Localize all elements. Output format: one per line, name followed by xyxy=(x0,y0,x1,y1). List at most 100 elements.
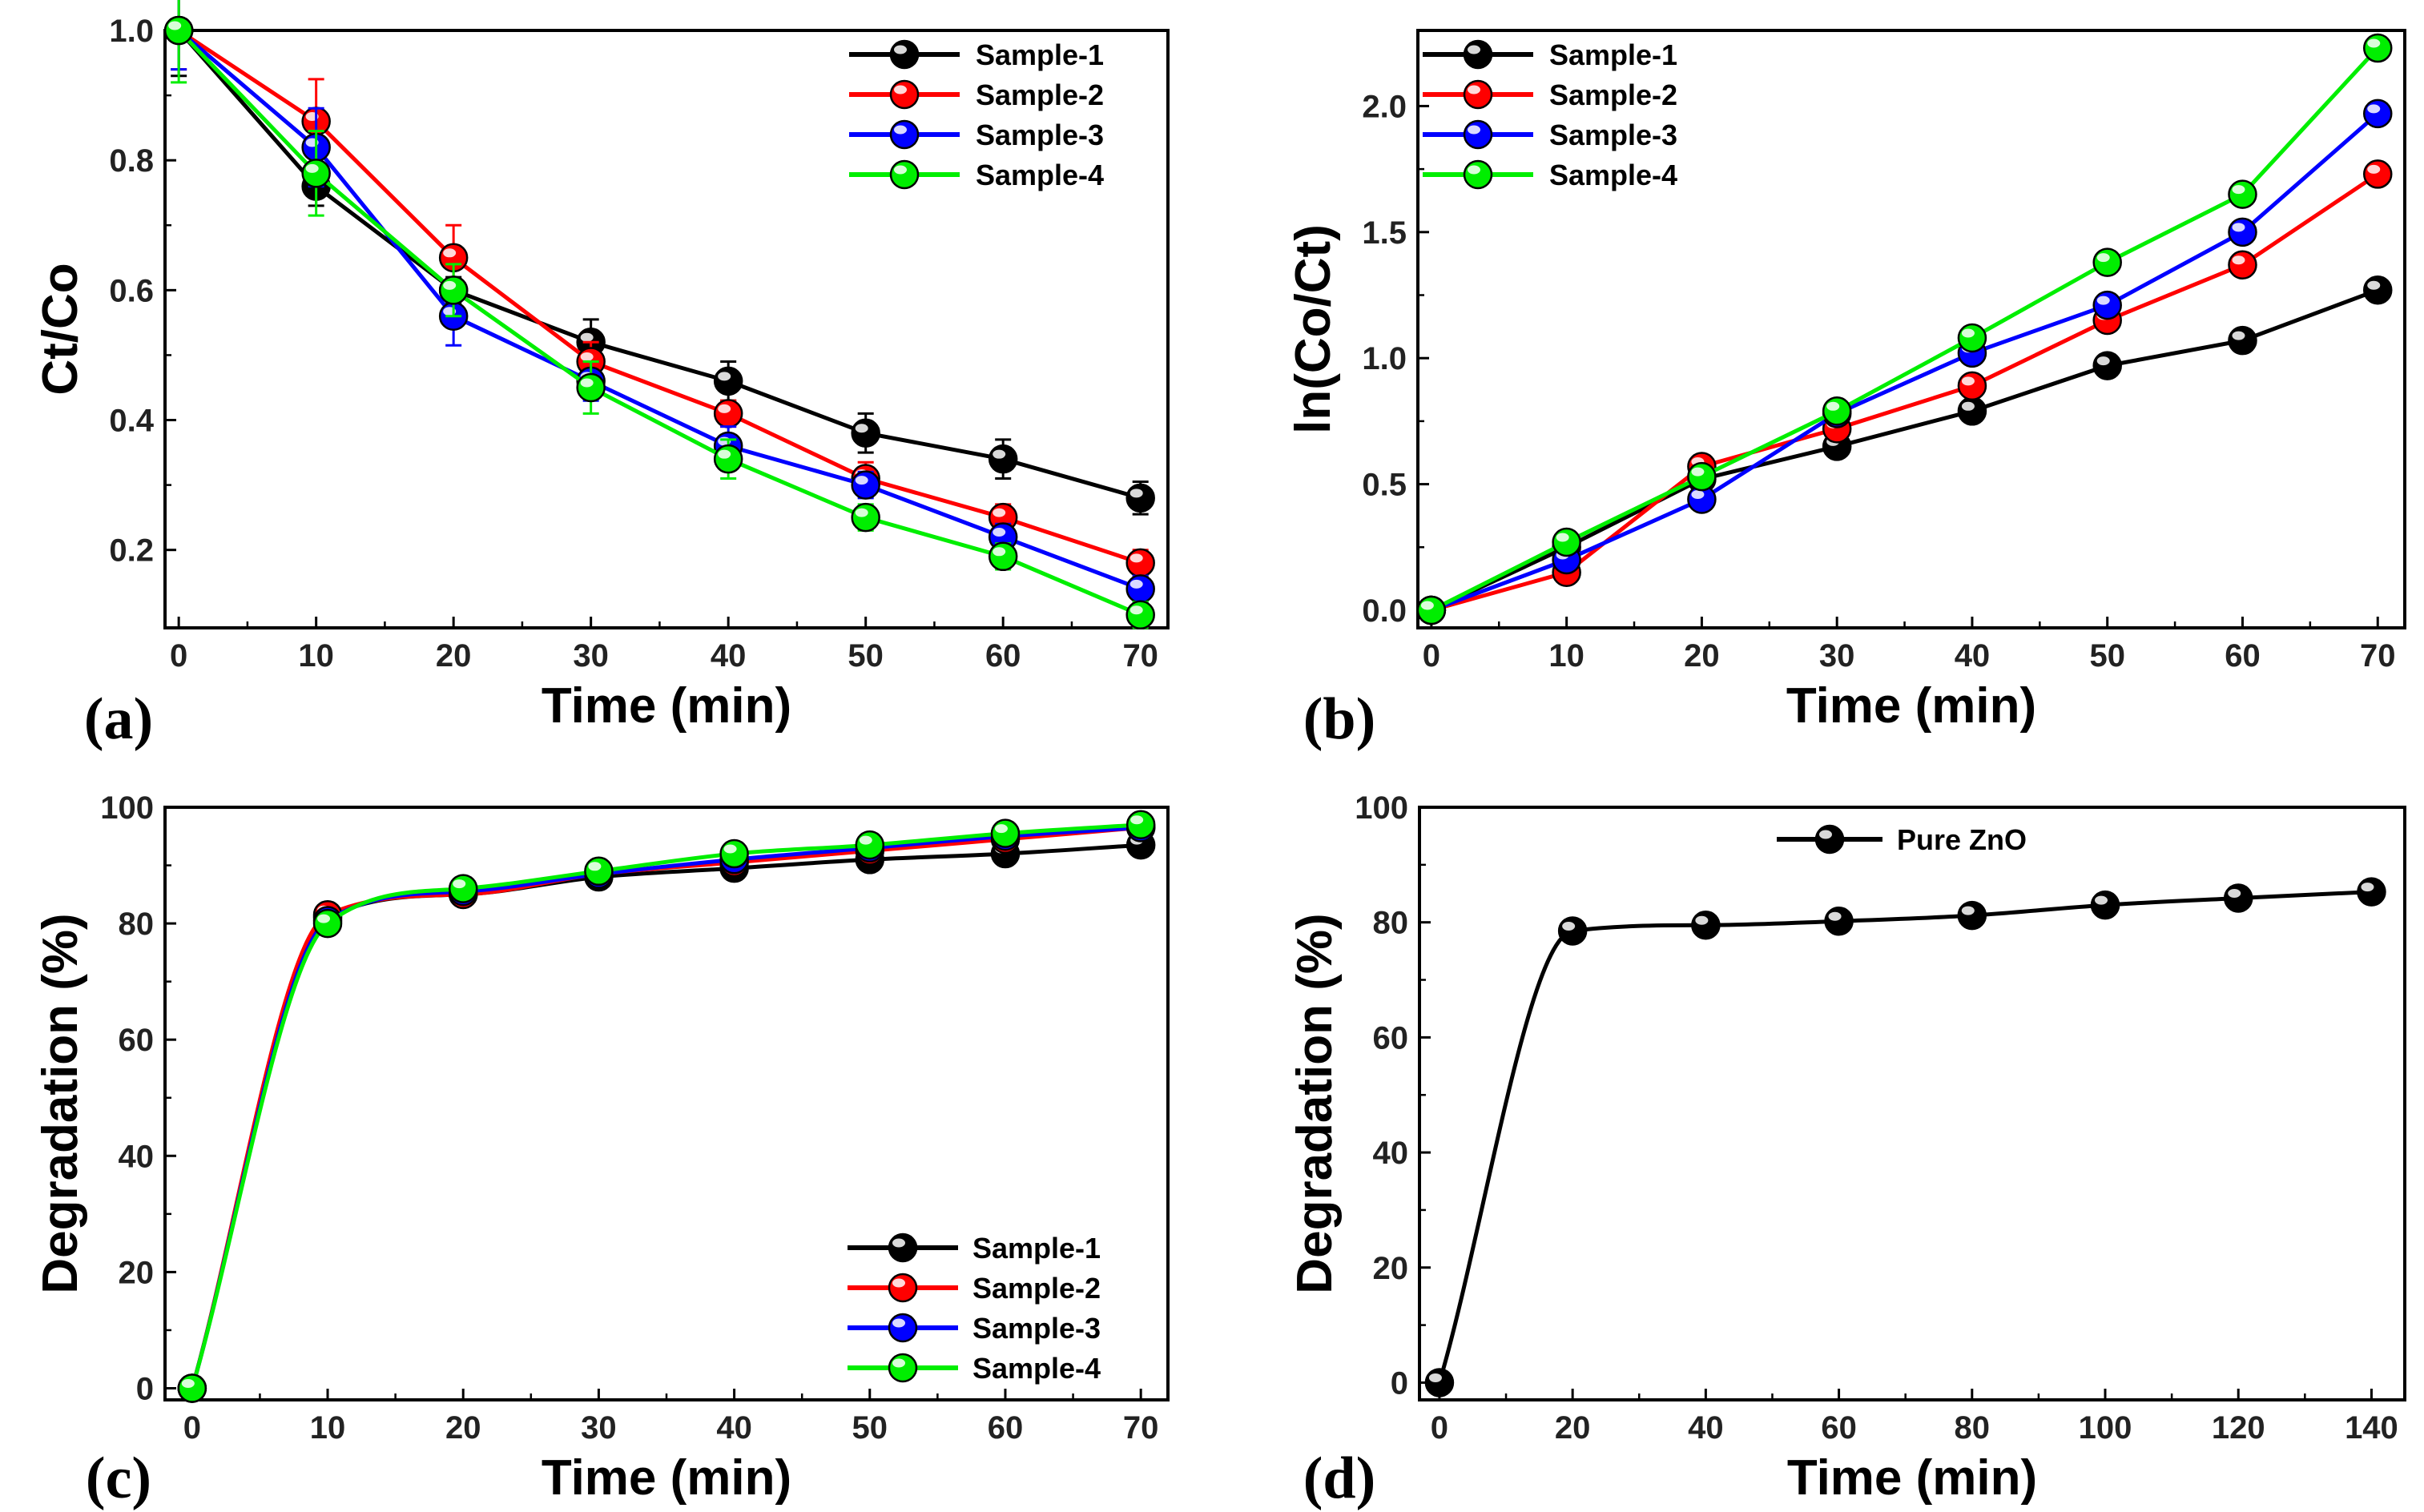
data-point xyxy=(1557,916,1588,946)
data-point xyxy=(1424,1368,1455,1397)
legend-item: Sample-3 xyxy=(1423,119,1677,151)
legend-item: Sample-2 xyxy=(849,78,1104,111)
data-point xyxy=(719,838,749,869)
legend-item: Pure ZnO xyxy=(1777,823,2027,856)
data-point xyxy=(1125,600,1155,630)
chart-panel-a: 0 10 20 30 40 50 60 70 0.2 0.4 0.6 0.8 1.0 Time (min)… xyxy=(33,0,1170,752)
x-tick-label: 20 xyxy=(445,1410,481,1446)
data-point xyxy=(855,830,885,860)
y-tick-label: 60 xyxy=(1373,1020,1409,1056)
x-tick-label: 30 xyxy=(1819,638,1855,674)
legend-label: Sample-4 xyxy=(1549,159,1677,191)
x-axis-title: Time (min) xyxy=(1786,678,2036,734)
data-point xyxy=(1416,595,1447,625)
legend-label: Sample-1 xyxy=(972,1232,1101,1265)
y-axis-title: Degradation (%) xyxy=(1287,913,1343,1293)
series-sample-4 xyxy=(177,810,1156,1403)
data-point xyxy=(2092,351,2122,380)
plot-frame xyxy=(1416,29,2406,629)
x-axis-title: Time (min) xyxy=(542,1450,791,1506)
chart-panel-b: 0 10 20 30 40 50 60 70 0.0 0.5 1.0 1.5 2.0 Time (min)… xyxy=(1286,29,2406,752)
legend-label: Sample-4 xyxy=(972,1352,1101,1385)
legend-label: Sample-3 xyxy=(972,1312,1101,1345)
legend: Sample-1 Sample-2 Sample-3 Sample-4 xyxy=(848,1232,1101,1385)
data-point xyxy=(2228,179,2257,209)
panel-tag: (a) xyxy=(84,686,153,752)
x-tick-label: 60 xyxy=(2225,638,2261,674)
legend-item: Sample-4 xyxy=(848,1352,1101,1385)
legend-item: Sample-3 xyxy=(849,119,1104,151)
legend: Sample-1 Sample-2 Sample-3 Sample-4 xyxy=(849,38,1104,191)
data-point xyxy=(851,418,880,448)
data-point xyxy=(584,856,614,887)
series-line xyxy=(177,29,1142,591)
fit-curve xyxy=(1437,890,2372,1384)
data-point xyxy=(2228,325,2257,356)
x-tick-label: 0 xyxy=(1431,1410,1448,1446)
y-tick-label: 40 xyxy=(119,1139,155,1174)
series-line xyxy=(1430,288,2379,613)
y-tick-label: 80 xyxy=(119,907,155,942)
series-sample-4 xyxy=(1416,33,2393,625)
legend-marker xyxy=(888,1233,918,1263)
legend: Pure ZnO xyxy=(1777,823,2027,856)
x-tick-label: 70 xyxy=(2360,638,2396,674)
y-tick-label: 0.6 xyxy=(109,273,154,308)
legend-label: Sample-2 xyxy=(976,78,1104,111)
data-point xyxy=(2362,159,2393,189)
x-tick-label: 30 xyxy=(581,1410,617,1446)
data-point xyxy=(1125,574,1155,604)
x-tick-label: 50 xyxy=(848,638,884,674)
y-tick-label: 40 xyxy=(1373,1136,1409,1171)
data-point xyxy=(312,908,343,939)
x-tick-label: 10 xyxy=(310,1410,346,1446)
data-point xyxy=(448,874,478,903)
x-tick-label: 10 xyxy=(1548,638,1584,674)
legend-label: Sample-1 xyxy=(976,38,1104,71)
x-tick-label: 0 xyxy=(170,638,187,674)
data-point xyxy=(988,541,1018,572)
panel-tag: (c) xyxy=(86,1446,151,1511)
y-tick-label: 0 xyxy=(136,1371,154,1406)
x-tick-label: 40 xyxy=(1688,1410,1724,1446)
y-tick-label: 100 xyxy=(100,790,154,826)
series-line xyxy=(1430,46,2380,613)
series-line xyxy=(177,29,1142,617)
x-tick-label: 0 xyxy=(1423,638,1440,674)
legend-marker xyxy=(889,79,920,110)
legend-marker xyxy=(1463,79,1493,110)
data-point xyxy=(2228,250,2257,279)
legend-label: Sample-4 xyxy=(976,159,1104,191)
y-tick-label: 0.4 xyxy=(109,404,154,439)
data-point xyxy=(2357,877,2386,907)
y-tick-label: 80 xyxy=(1373,906,1409,941)
data-point xyxy=(2223,883,2253,913)
y-tick-label: 0.5 xyxy=(1362,468,1407,503)
y-axis-title: ln(Co/Ct) xyxy=(1286,224,1341,434)
y-axis-title: Ct/Co xyxy=(33,263,88,395)
legend-item: Sample-2 xyxy=(848,1272,1101,1305)
x-tick-label: 50 xyxy=(2089,638,2125,674)
y-tick-label: 20 xyxy=(1373,1251,1409,1286)
x-tick-label: 70 xyxy=(1123,1410,1159,1446)
legend-item: Sample-4 xyxy=(1423,159,1677,191)
series-sample-3 xyxy=(163,0,1155,604)
data-point xyxy=(1125,548,1155,578)
plot-frame xyxy=(163,29,1170,629)
legend-label: Sample-2 xyxy=(1549,78,1677,111)
x-tick-label: 20 xyxy=(1684,638,1720,674)
data-point xyxy=(851,470,880,500)
legend-label: Sample-3 xyxy=(1549,119,1677,151)
series-sample-1 xyxy=(163,0,1155,516)
data-point xyxy=(1824,907,1854,936)
x-tick-label: 100 xyxy=(2079,1410,2132,1446)
data-point xyxy=(163,15,194,46)
data-point xyxy=(1957,323,1987,353)
data-point xyxy=(1552,527,1581,557)
data-point xyxy=(2362,33,2393,63)
legend-marker xyxy=(888,1313,918,1343)
series-line xyxy=(177,29,1142,501)
x-tick-label: 20 xyxy=(1555,1410,1591,1446)
data-point xyxy=(1125,810,1156,840)
